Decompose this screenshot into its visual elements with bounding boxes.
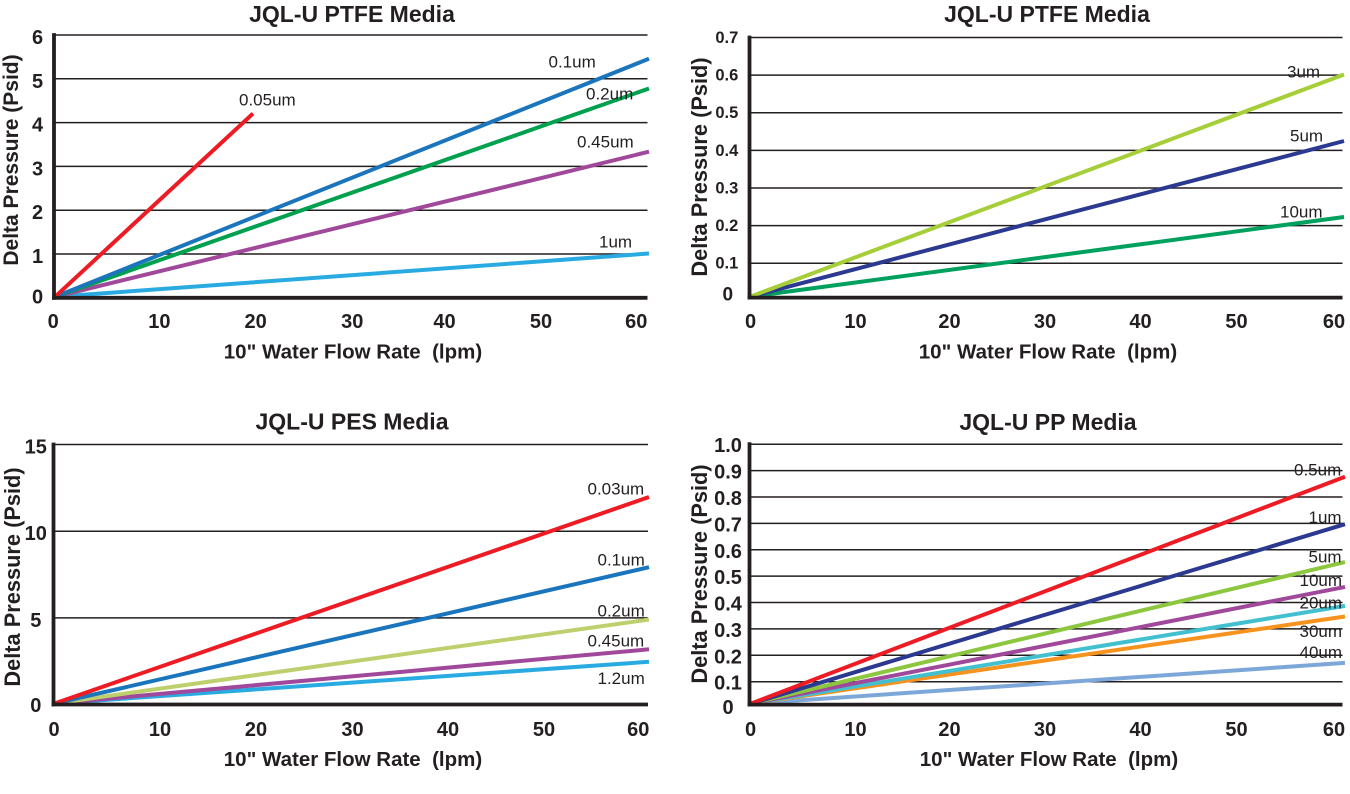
svg-text:10" Water Flow Rate (lpm): 10" Water Flow Rate (lpm) bbox=[224, 341, 482, 364]
svg-text:10: 10 bbox=[25, 523, 47, 545]
svg-text:0.1um: 0.1um bbox=[598, 551, 645, 570]
svg-text:15: 15 bbox=[25, 437, 47, 459]
svg-text:0: 0 bbox=[32, 287, 43, 309]
svg-text:0.1um: 0.1um bbox=[549, 53, 596, 72]
svg-text:0.5: 0.5 bbox=[714, 567, 742, 589]
svg-text:60: 60 bbox=[627, 719, 649, 741]
svg-text:10" Water Flow Rate (lpm): 10" Water Flow Rate (lpm) bbox=[224, 748, 482, 771]
svg-text:5: 5 bbox=[32, 71, 43, 93]
svg-text:60: 60 bbox=[1323, 311, 1345, 333]
svg-text:40: 40 bbox=[437, 719, 459, 741]
svg-text:5: 5 bbox=[30, 610, 41, 632]
svg-text:0: 0 bbox=[48, 311, 59, 333]
svg-text:0.3: 0.3 bbox=[715, 179, 738, 197]
svg-text:10: 10 bbox=[844, 311, 866, 333]
svg-text:0.03um: 0.03um bbox=[588, 480, 645, 499]
svg-text:0.6: 0.6 bbox=[714, 541, 742, 563]
svg-text:40: 40 bbox=[433, 311, 455, 333]
svg-text:4: 4 bbox=[32, 115, 44, 137]
svg-text:Delta Pressure (Psid): Delta Pressure (Psid) bbox=[0, 467, 25, 686]
svg-text:0.5: 0.5 bbox=[715, 104, 738, 122]
svg-text:0.7: 0.7 bbox=[714, 514, 742, 536]
svg-text:20: 20 bbox=[244, 311, 266, 333]
svg-text:20: 20 bbox=[245, 719, 267, 741]
svg-text:0: 0 bbox=[723, 284, 734, 305]
svg-text:10: 10 bbox=[149, 719, 171, 741]
svg-text:Delta Pressure (Psid): Delta Pressure (Psid) bbox=[0, 54, 23, 265]
svg-text:0.7: 0.7 bbox=[715, 29, 738, 47]
svg-text:0.5um: 0.5um bbox=[1294, 461, 1341, 480]
svg-text:0.3: 0.3 bbox=[714, 620, 742, 642]
svg-text:0.1: 0.1 bbox=[715, 255, 738, 273]
svg-text:0: 0 bbox=[48, 719, 59, 741]
svg-text:JQL-U PTFE Media: JQL-U PTFE Media bbox=[944, 1, 1150, 27]
svg-text:60: 60 bbox=[1323, 719, 1345, 741]
svg-text:30um: 30um bbox=[1300, 622, 1343, 641]
svg-text:0.8: 0.8 bbox=[714, 488, 742, 510]
svg-text:0.1: 0.1 bbox=[714, 673, 742, 695]
svg-text:30: 30 bbox=[341, 719, 363, 741]
svg-text:0.4: 0.4 bbox=[714, 594, 743, 616]
svg-text:1.2um: 1.2um bbox=[598, 669, 645, 688]
svg-text:0.45um: 0.45um bbox=[577, 133, 634, 152]
svg-text:Delta Pressure (Psid): Delta Pressure (Psid) bbox=[687, 57, 712, 276]
svg-text:0.9: 0.9 bbox=[714, 462, 742, 484]
svg-text:0: 0 bbox=[722, 697, 733, 719]
svg-text:0.4: 0.4 bbox=[715, 142, 739, 160]
svg-text:50: 50 bbox=[533, 719, 555, 741]
svg-text:0.2um: 0.2um bbox=[586, 85, 633, 104]
svg-text:0.45um: 0.45um bbox=[588, 632, 645, 651]
svg-text:5um: 5um bbox=[1309, 548, 1342, 567]
svg-text:40: 40 bbox=[1129, 311, 1151, 333]
svg-text:10um: 10um bbox=[1300, 571, 1343, 590]
svg-text:10: 10 bbox=[844, 719, 866, 741]
svg-text:0: 0 bbox=[30, 695, 41, 717]
svg-text:5um: 5um bbox=[1290, 127, 1323, 146]
svg-text:10um: 10um bbox=[1280, 203, 1323, 222]
svg-text:40: 40 bbox=[1129, 719, 1151, 741]
svg-text:0: 0 bbox=[745, 311, 756, 333]
svg-text:3um: 3um bbox=[1287, 63, 1320, 82]
svg-text:JQL-U PES Media: JQL-U PES Media bbox=[256, 408, 449, 434]
svg-text:JQL-U PP Media: JQL-U PP Media bbox=[959, 409, 1136, 435]
svg-text:6: 6 bbox=[32, 27, 43, 49]
svg-text:JQL-U PTFE Media: JQL-U PTFE Media bbox=[249, 1, 455, 27]
svg-text:40um: 40um bbox=[1300, 643, 1343, 662]
svg-text:30: 30 bbox=[341, 311, 363, 333]
svg-text:0.2: 0.2 bbox=[714, 646, 742, 668]
svg-text:0.2: 0.2 bbox=[715, 217, 738, 235]
svg-text:1.0: 1.0 bbox=[714, 435, 742, 457]
svg-text:30: 30 bbox=[1034, 719, 1056, 741]
svg-text:0.2um: 0.2um bbox=[598, 602, 645, 621]
svg-text:10: 10 bbox=[148, 311, 170, 333]
svg-text:20: 20 bbox=[938, 719, 960, 741]
svg-text:50: 50 bbox=[1225, 311, 1247, 333]
svg-text:0.05um: 0.05um bbox=[239, 91, 296, 110]
svg-text:20: 20 bbox=[938, 311, 960, 333]
svg-text:20um: 20um bbox=[1300, 594, 1343, 613]
svg-text:0.6: 0.6 bbox=[715, 67, 738, 85]
svg-text:1: 1 bbox=[32, 246, 43, 268]
svg-text:50: 50 bbox=[530, 311, 552, 333]
svg-text:10" Water Flow Rate (lpm): 10" Water Flow Rate (lpm) bbox=[919, 341, 1177, 364]
svg-text:0: 0 bbox=[745, 719, 756, 741]
svg-text:60: 60 bbox=[625, 311, 647, 333]
svg-text:2: 2 bbox=[32, 202, 43, 224]
svg-text:50: 50 bbox=[1225, 719, 1247, 741]
svg-text:1um: 1um bbox=[599, 233, 632, 252]
svg-text:Delta Pressure (Psid): Delta Pressure (Psid) bbox=[687, 464, 712, 683]
svg-text:30: 30 bbox=[1034, 311, 1056, 333]
svg-text:10" Water Flow Rate (lpm): 10" Water Flow Rate (lpm) bbox=[920, 748, 1178, 771]
svg-text:3: 3 bbox=[32, 158, 43, 180]
svg-text:1um: 1um bbox=[1309, 508, 1342, 527]
